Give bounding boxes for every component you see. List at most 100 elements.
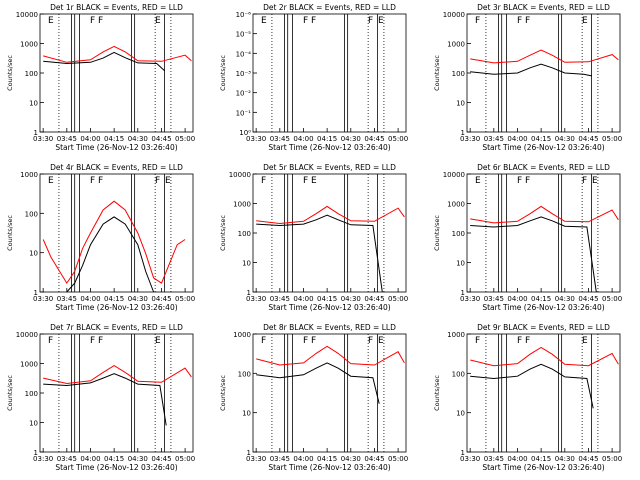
x-tick-label: 04:45 [578,295,598,303]
flag-label: E [165,176,171,186]
flag-label: F [261,176,266,186]
x-tick-label: 04:30 [341,295,361,303]
flag-label: F [517,336,522,346]
panel-title: Det 8r BLACK = Events, RED = LLD [263,323,396,332]
y-tick-label: 10⁰ [239,129,251,137]
x-tick-label: 03:45 [484,135,504,143]
y-tick-label: 10 [242,260,251,268]
panel-title: Det 9r BLACK = Events, RED = LLD [477,323,610,332]
y-tick-label: 1000 [447,201,465,209]
flag-label: E [378,336,384,346]
x-tick-label: 04:00 [507,295,527,303]
flag-label: F [261,336,266,346]
y-tick-label: 10 [29,100,38,108]
plot-frame [252,173,407,293]
panel-title: Det 4r BLACK = Events, RED = LLD [50,163,183,172]
y-axis-label: Counts/sec [6,55,14,91]
panel-title: Det 6r BLACK = Events, RED = LLD [477,163,610,172]
y-tick-label: 100 [25,70,38,78]
y-axis-label: Counts/sec [433,215,441,251]
y-tick-label: 100 [238,370,251,378]
x-tick-label: 03:45 [57,455,77,463]
detector-panel-1: Det 1r BLACK = Events, RED = LLD E F F E 1 10 1… [6,3,195,152]
plot-frame [39,333,194,453]
x-tick-label: 03:45 [270,455,290,463]
flag-label: E [475,176,481,186]
plot-frame [252,333,407,453]
x-axis-label: Start Time (26-Nov-12 03:26:40) [268,463,390,472]
x-tick-label: 04:45 [151,455,171,463]
flag-label: F [48,336,53,346]
flag-label: F [311,16,316,26]
x-tick-label: 05:00 [388,295,408,303]
flag-label: E [592,176,598,186]
x-tick-label: 04:00 [293,295,313,303]
x-axis-label: Start Time (26-Nov-12 03:26:40) [482,143,604,152]
lld-series-line [470,49,619,64]
x-tick-label: 04:15 [104,135,124,143]
y-tick-label: 10⁻² [236,90,252,98]
panel-title: Det 3r BLACK = Events, RED = LLD [477,3,610,12]
y-tick-label: 100 [452,70,465,78]
x-tick-label: 04:45 [578,455,598,463]
x-tick-label: 04:30 [128,135,148,143]
y-tick-label: 10 [456,100,465,108]
x-tick-label: 04:00 [507,455,527,463]
plot-frame [466,333,621,453]
y-tick-label: 10⁻⁵ [236,31,252,39]
x-tick-label: 03:30 [33,135,53,143]
y-tick-label: 10 [242,410,251,418]
y-tick-label: 10000 [229,171,251,179]
flag-label: E [155,336,161,346]
panel-title: Det 7r BLACK = Events, RED = LLD [50,323,183,332]
flag-label: F [525,336,530,346]
flag-label: F [475,16,480,26]
x-tick-label: 04:00 [80,135,100,143]
x-tick-label: 04:15 [317,135,337,143]
y-tick-label: 10000 [443,11,465,19]
lld-series-line [470,205,619,224]
y-tick-label: 10 [29,250,38,258]
x-axis-label: Start Time (26-Nov-12 03:26:40) [482,303,604,312]
x-axis-label: Start Time (26-Nov-12 03:26:40) [268,143,390,152]
y-tick-label: 10⁻⁶ [236,11,252,19]
x-tick-label: 05:00 [175,455,195,463]
y-tick-label: 100 [25,210,38,218]
y-tick-label: 1 [247,289,251,297]
plot-frame [466,13,621,133]
x-tick-label: 05:00 [388,135,408,143]
plot-frame [39,173,194,293]
flag-label: F [90,16,95,26]
y-tick-label: 10⁻⁴ [236,50,252,58]
flag-label: F [90,336,95,346]
y-tick-label: 1 [461,289,465,297]
y-tick-label: 10⁻¹ [236,109,252,117]
plot-frame [252,13,407,133]
y-axis-label: Counts/sec [433,375,441,411]
lld-series-line [43,365,192,385]
lld-series-line [470,346,619,367]
y-tick-label: 10 [456,410,465,418]
x-tick-label: 04:00 [80,295,100,303]
plot-frame [466,173,621,293]
y-tick-label: 10000 [16,331,38,339]
y-tick-label: 10000 [443,171,465,179]
y-axis-label: Counts/sec [433,55,441,91]
x-tick-label: 03:45 [484,455,504,463]
events-series-line [470,216,597,293]
flag-label: F [90,176,95,186]
y-tick-label: 100 [238,230,251,238]
x-tick-label: 05:00 [175,295,195,303]
flag-label: F [525,176,530,186]
events-series-line [256,362,380,404]
y-tick-label: 1 [247,449,251,457]
x-tick-label: 04:45 [578,135,598,143]
events-series-line [470,363,594,409]
x-axis-label: Start Time (26-Nov-12 03:26:40) [268,303,390,312]
events-series-line [66,216,155,293]
